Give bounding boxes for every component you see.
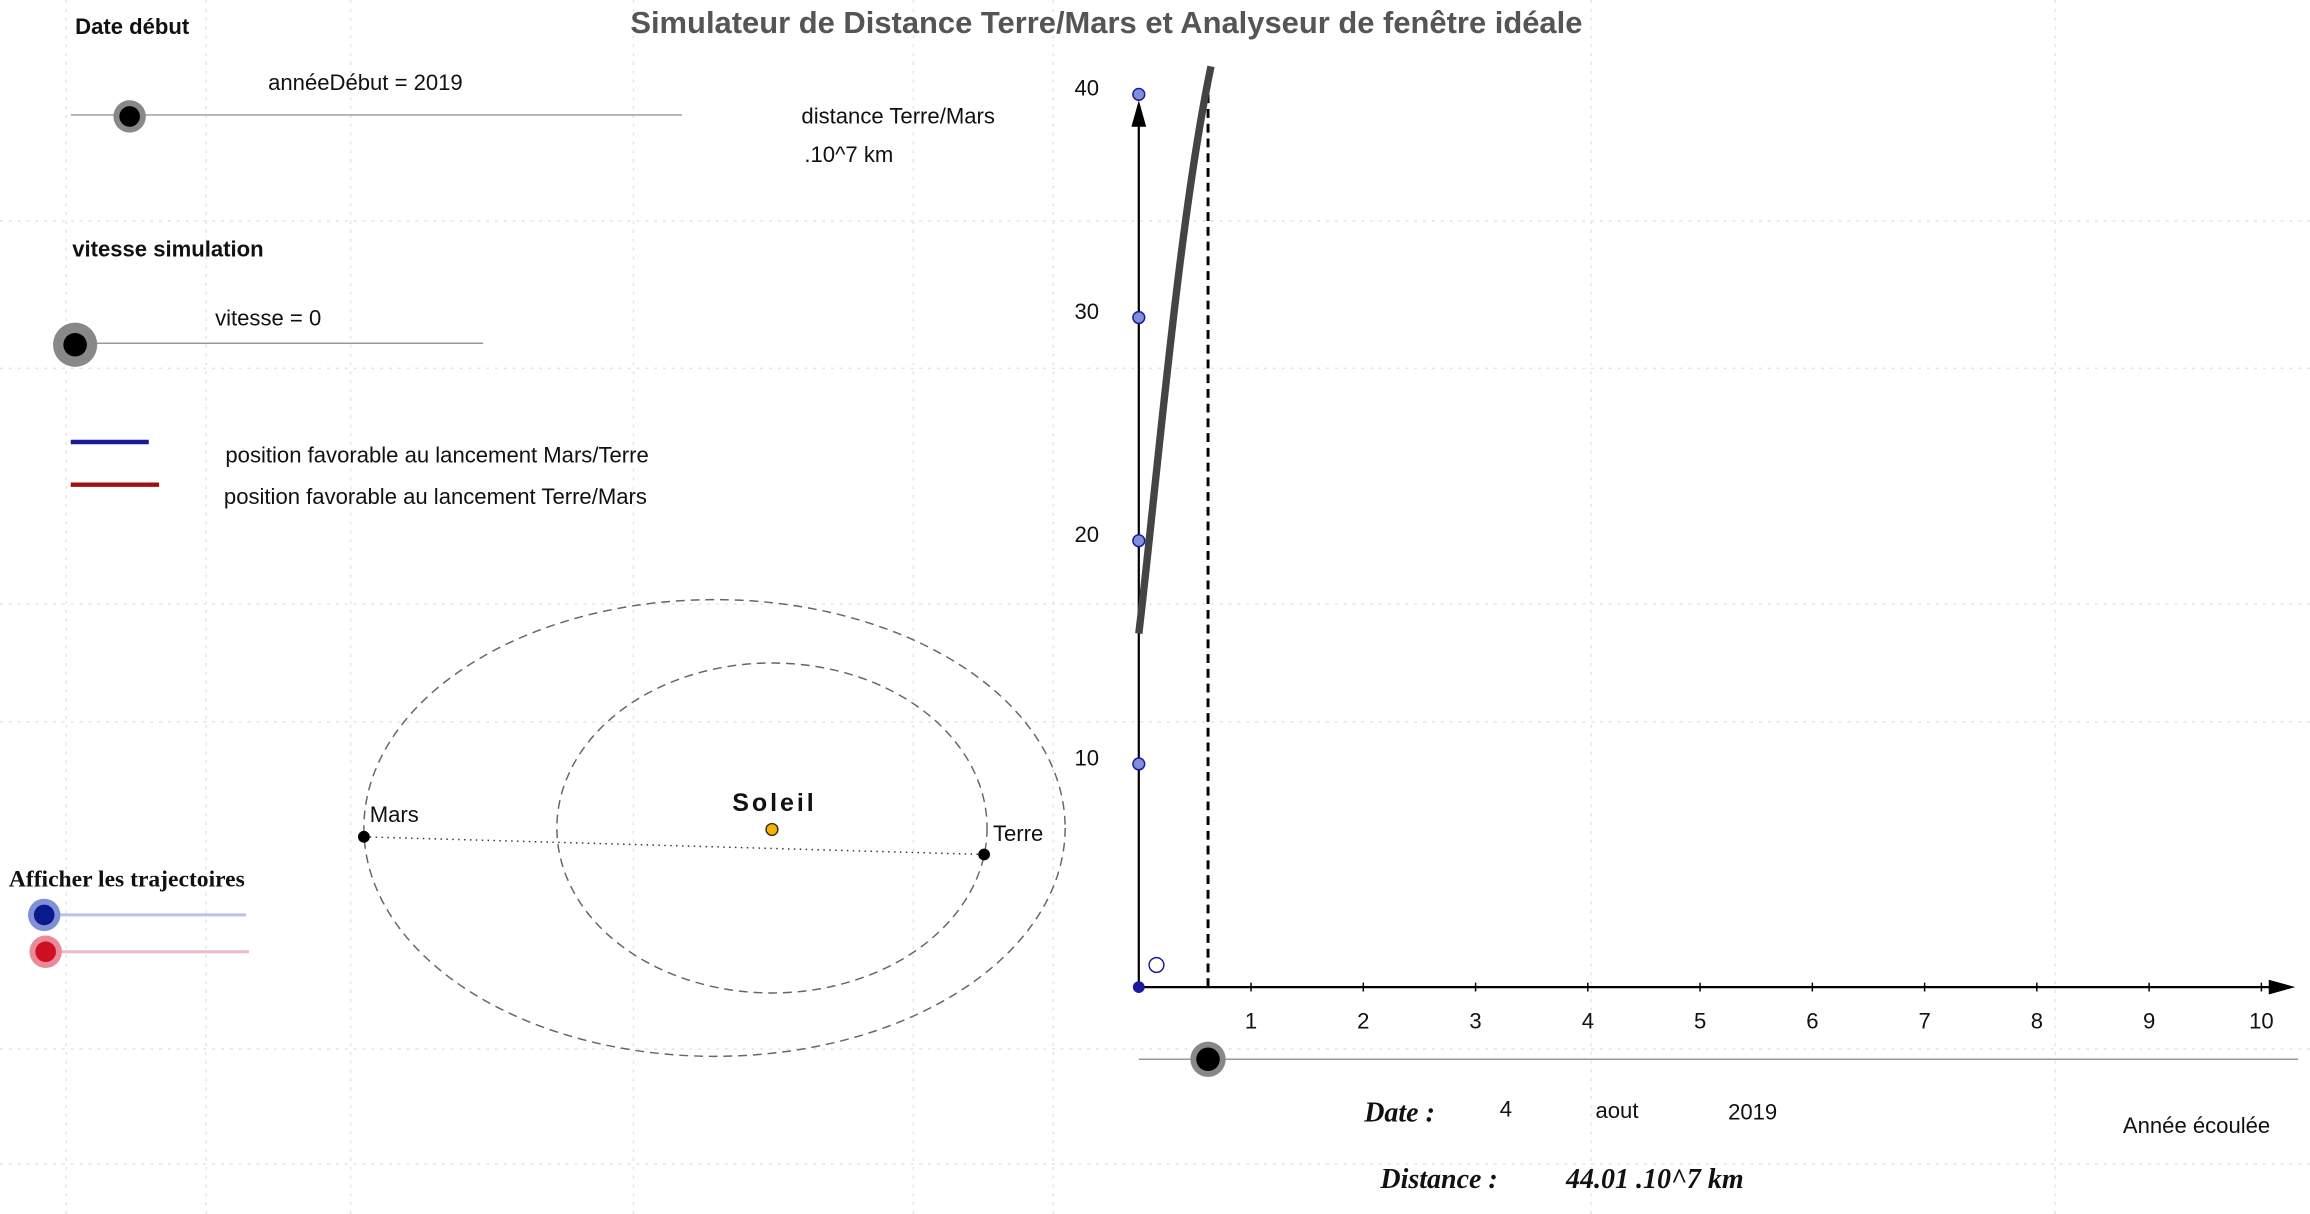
speed-label: vitesse simulation [72, 236, 263, 261]
distance-unit-line1: distance Terre/Mars [801, 104, 994, 129]
earth-point [978, 848, 990, 861]
mars-earth-line [363, 836, 985, 856]
speed-slider-label: vitesse = 0 [215, 306, 321, 331]
x-axis-arrow [2268, 979, 2296, 995]
distance-value: 44.01 .10^7 km [1565, 1164, 1744, 1195]
earth-orbit [556, 662, 988, 994]
sun-point [765, 822, 779, 837]
graph: 1 2 3 4 5 6 7 8 9 10 10 20 30 40 [1074, 65, 2296, 1033]
toggle-core [33, 904, 55, 926]
x-tick-label: 9 [2143, 1008, 2155, 1033]
time-slider-core [1196, 1047, 1220, 1072]
mars-label: Mars [370, 802, 419, 827]
y-tick [1132, 534, 1146, 548]
y-tick-label: 40 [1074, 76, 1099, 101]
x-tick-label: 1 [1245, 1008, 1257, 1033]
earth-label: Terre [993, 821, 1043, 846]
mars-orbit [363, 598, 1066, 1058]
toggle-core [35, 941, 56, 963]
start-date-label: Date début [75, 14, 190, 39]
x-tick-label: 3 [1469, 1008, 1481, 1033]
title: Simulateur de Distance Terre/Mars et Ana… [630, 5, 1582, 40]
marker-point [1148, 956, 1165, 974]
sun-label: Soleil [732, 789, 816, 817]
legend-text: position favorable au lancement Mars/Ter… [225, 443, 648, 468]
origin-point [1132, 981, 1145, 993]
date-label: Date : [1363, 1098, 1435, 1129]
y-tick-label: 20 [1074, 522, 1099, 547]
legend-text: position favorable au lancement Terre/Ma… [224, 484, 647, 509]
y-tick [1132, 757, 1146, 771]
x-tick-label: 2 [1357, 1008, 1369, 1033]
y-tick [1132, 87, 1146, 101]
x-tick-label: 4 [1582, 1008, 1594, 1033]
x-axis-label: Année écoulée [2123, 1113, 2270, 1138]
y-tick-label: 30 [1074, 299, 1099, 324]
distance-label: Distance : [1379, 1164, 1497, 1195]
x-tick-label: 7 [1918, 1008, 1930, 1033]
slider-handle-core [63, 332, 87, 357]
y-tick [1132, 310, 1146, 325]
y-axis-arrow [1131, 100, 1147, 127]
start-year-slider-label: annéeDébut = 2019 [268, 70, 463, 95]
x-tick-label: 10 [2249, 1008, 2274, 1033]
x-tick-label: 6 [1806, 1008, 1818, 1033]
date-day: 4 [1500, 1097, 1512, 1122]
distance-curve [1135, 65, 1215, 634]
y-tick-label: 10 [1074, 745, 1099, 770]
trajectories-label: Afficher les trajectoires [9, 866, 245, 892]
distance-unit-line2: .10^7 km [804, 142, 893, 167]
x-tick-label: 5 [1694, 1008, 1706, 1033]
date-month: aout [1595, 1098, 1638, 1123]
slider-handle-core [119, 106, 140, 127]
x-tick-label: 8 [2031, 1008, 2043, 1033]
date-year: 2019 [1728, 1100, 1777, 1125]
mars-point [357, 830, 370, 843]
